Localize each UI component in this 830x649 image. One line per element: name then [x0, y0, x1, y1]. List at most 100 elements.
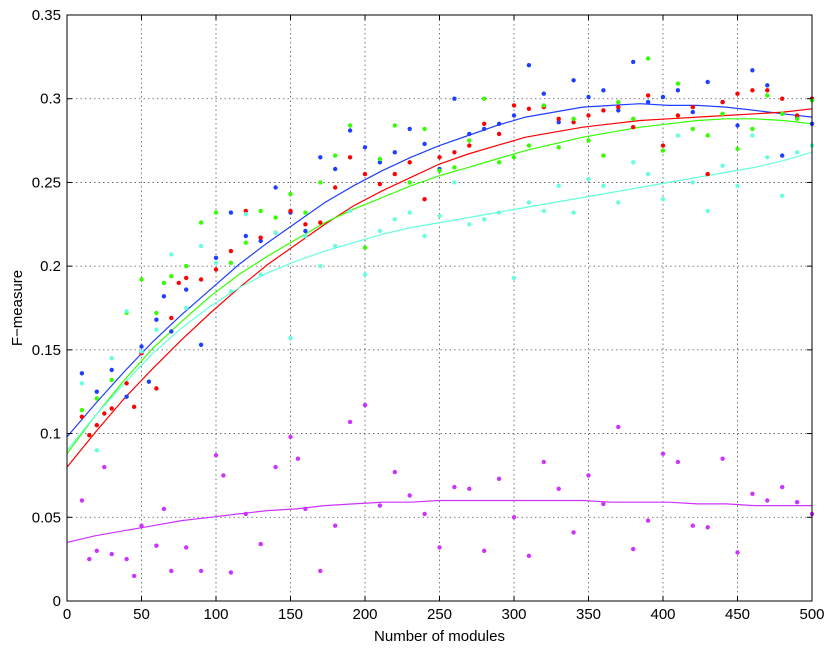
data-point-series-3 [258, 208, 263, 214]
data-point-series-4 [467, 222, 472, 227]
data-point-series-4 [94, 448, 100, 453]
data-point-series-3 [452, 165, 457, 170]
data-point-series-2 [109, 406, 114, 411]
x-tick-label: 200 [352, 606, 377, 623]
data-point-series-2 [437, 155, 442, 160]
data-point-series-3 [243, 240, 248, 245]
data-point-series-1 [631, 59, 636, 65]
data-point-series-1 [750, 68, 755, 73]
data-point-series-5 [377, 503, 383, 508]
data-point-series-5 [347, 419, 353, 425]
data-point-series-2 [735, 91, 740, 96]
data-point-series-1 [392, 150, 397, 155]
y-tick-label: 0.25 [32, 174, 61, 191]
data-point-series-2 [571, 120, 576, 125]
data-point-series-5 [645, 518, 651, 523]
data-point-series-1 [422, 141, 427, 147]
data-point-series-1 [616, 108, 621, 113]
x-tick-label: 300 [501, 606, 526, 623]
data-point-series-4 [109, 356, 114, 361]
data-point-series-1 [362, 145, 368, 150]
data-point-series-1 [318, 155, 323, 160]
data-point-series-2 [333, 185, 338, 190]
data-points [79, 56, 815, 579]
data-point-series-4 [482, 217, 487, 222]
data-point-series-3 [794, 116, 800, 122]
data-point-series-2 [511, 103, 517, 108]
data-point-series-2 [690, 104, 695, 110]
data-point-series-5 [482, 548, 487, 553]
fit-line-3 [66, 118, 813, 455]
data-point-series-3 [288, 191, 293, 197]
data-point-series-5 [221, 473, 226, 478]
data-point-series-4 [437, 213, 442, 219]
data-point-series-5 [161, 506, 167, 512]
x-axis-label: Number of modules [374, 628, 505, 645]
x-tick-label: 100 [203, 606, 228, 623]
data-point-series-5 [333, 523, 338, 528]
data-point-series-4 [318, 263, 323, 269]
data-point-series-4 [660, 197, 666, 202]
data-point-series-4 [541, 208, 546, 214]
fit-line-1 [66, 103, 813, 438]
data-point-series-5 [720, 456, 725, 461]
data-point-series-5 [79, 498, 85, 503]
data-point-series-5 [258, 541, 263, 547]
data-point-series-2 [616, 104, 621, 110]
data-point-series-1 [184, 287, 189, 292]
data-point-series-3 [526, 143, 532, 148]
data-point-series-4 [780, 193, 785, 198]
data-point-series-2 [645, 93, 651, 98]
data-point-series-2 [660, 143, 666, 148]
data-point-series-5 [675, 459, 681, 465]
data-point-series-1 [94, 389, 100, 394]
x-tick-label: 400 [650, 606, 675, 623]
data-point-series-5 [102, 464, 107, 470]
data-point-series-3 [169, 274, 174, 279]
data-point-series-5 [169, 568, 174, 574]
data-point-series-3 [79, 407, 85, 413]
data-point-series-3 [154, 310, 159, 316]
y-axis-label: F−measure [9, 270, 26, 346]
data-point-series-1 [496, 121, 502, 127]
data-point-series-1 [705, 79, 710, 85]
data-point-series-1 [645, 99, 651, 105]
data-point-series-4 [228, 289, 234, 294]
data-point-series-3 [161, 280, 167, 286]
data-point-series-1 [109, 367, 114, 373]
data-point-series-4 [526, 200, 532, 205]
data-point-series-5 [794, 500, 800, 505]
data-point-series-2 [198, 277, 204, 282]
data-point-series-3 [690, 126, 695, 132]
data-point-series-5 [318, 568, 323, 574]
data-point-series-4 [735, 183, 740, 188]
data-point-series-2 [131, 404, 137, 409]
data-point-series-3 [333, 153, 338, 158]
data-point-series-2 [631, 125, 636, 130]
data-point-series-4 [645, 171, 651, 177]
data-point-series-3 [780, 111, 785, 117]
data-point-series-1 [79, 371, 85, 376]
data-point-series-3 [511, 155, 517, 160]
data-point-series-5 [556, 486, 561, 491]
data-point-series-4 [377, 228, 383, 234]
axis-ticks: 0 50 100 150 200 250 300 350 400 450 500 0 0.05 0.1 0.… [32, 7, 825, 623]
data-point-series-5 [601, 501, 606, 507]
data-point-series-3 [467, 138, 472, 143]
x-tick-label: 450 [725, 606, 750, 623]
data-point-series-5 [124, 556, 129, 562]
data-point-series-5 [198, 568, 204, 574]
fit-line-2 [66, 108, 813, 468]
data-point-series-3 [705, 133, 710, 138]
data-point-series-5 [87, 556, 92, 562]
data-point-series-4 [422, 233, 427, 239]
data-point-series-4 [347, 208, 353, 214]
data-point-series-5 [303, 506, 308, 512]
fit-lines [66, 103, 813, 543]
data-point-series-5 [184, 545, 189, 550]
data-point-series-4 [511, 275, 517, 281]
data-point-series-3 [660, 148, 666, 153]
data-point-series-1 [146, 379, 152, 384]
data-point-series-2 [184, 275, 189, 281]
